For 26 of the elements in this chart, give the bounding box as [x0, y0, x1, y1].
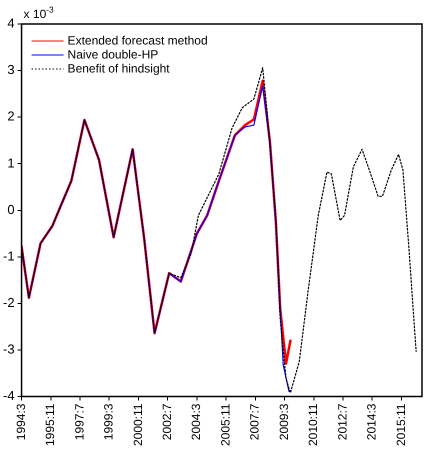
- legend-label: Benefit of hindsight: [68, 61, 170, 76]
- x-tick-label: 1999:3: [102, 403, 116, 440]
- x-tick-label: 2010:11: [306, 403, 320, 446]
- x-tick-label: 1995:11: [43, 403, 58, 446]
- x-tick-label: 2015:11: [394, 403, 408, 446]
- y-tick-label: -4: [2, 388, 15, 404]
- x-tick-label: 2014:3: [364, 403, 379, 440]
- x-tick-label: 2002:7: [160, 403, 174, 440]
- x-tick-label: 2012:7: [335, 403, 350, 440]
- x-tick-label: 2007:7: [248, 403, 262, 440]
- y-tick-label: 2: [7, 108, 15, 124]
- x-tick-label: 2004:3: [189, 403, 204, 440]
- y-tick-label: 1: [7, 155, 15, 170]
- x-tick-label: 1997:7: [72, 403, 86, 440]
- y-tick-label: -2: [2, 294, 15, 310]
- x-tick-label: 2009:3: [276, 403, 291, 440]
- y-tick-label: 4: [7, 16, 15, 31]
- legend-label: Naive double-HP: [68, 47, 158, 62]
- x-tick-label: 2000:11: [130, 403, 145, 446]
- legend-label: Extended forecast method: [68, 33, 208, 48]
- y-tick-label: 0: [7, 202, 15, 217]
- y-tick-label: -3: [2, 342, 15, 357]
- x-tick-label: 1994:3: [14, 403, 28, 440]
- x-tick-label: 2005:11: [218, 403, 233, 446]
- y-tick-label: -1: [2, 248, 15, 264]
- y-tick-label: 3: [7, 62, 15, 78]
